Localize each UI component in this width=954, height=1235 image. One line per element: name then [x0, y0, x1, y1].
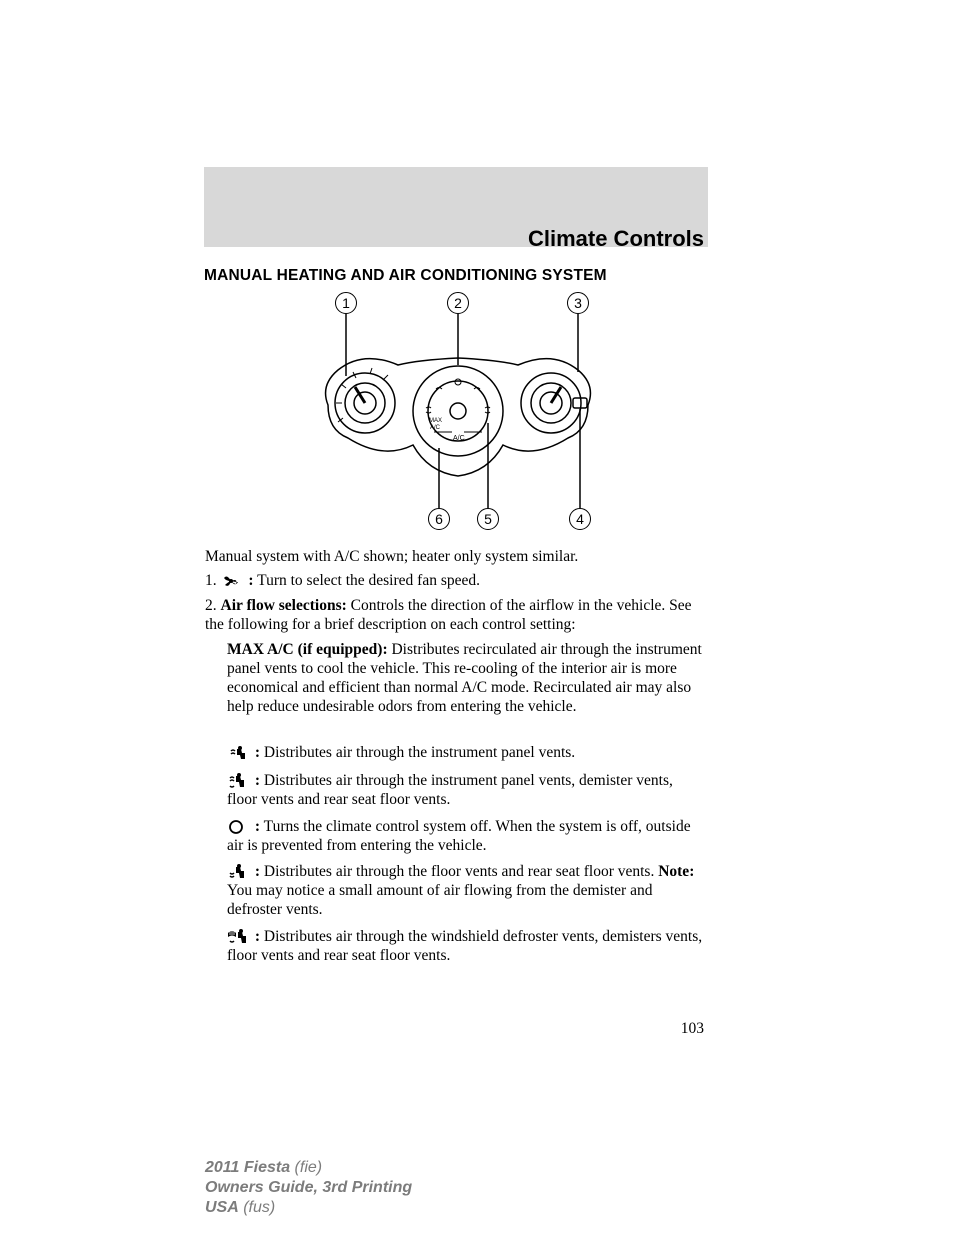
setting-defrost: : Distributes air through the windshield…	[227, 928, 705, 966]
panel-floor-vent-icon	[227, 773, 249, 789]
floor-vent-icon	[227, 864, 249, 880]
off-text: Turns the climate control system off. Wh…	[227, 818, 691, 854]
chapter-title: Climate Controls	[528, 226, 704, 252]
section-heading: MANUAL HEATING AND AIR CONDITIONING SYST…	[204, 267, 607, 285]
climate-control-diagram: MAX A/C A/C 1 2 3 4 5 6	[308, 290, 608, 534]
footer: 2011 Fiesta (fie) Owners Guide, 3rd Prin…	[205, 1158, 412, 1218]
item-2-bold: Air flow selections:	[221, 597, 347, 614]
panel-text: Distributes air through the instrument p…	[264, 744, 575, 761]
svg-text:MAX: MAX	[429, 418, 442, 424]
item-2-prefix: 2.	[205, 597, 217, 614]
setting-off: : Turns the climate control system off. …	[227, 818, 705, 856]
climate-panel-svg: MAX A/C A/C	[308, 290, 608, 534]
callout-4: 4	[569, 508, 591, 530]
footer-region-code: (fus)	[239, 1199, 275, 1216]
off-circle-icon	[227, 819, 249, 835]
callout-2: 2	[447, 292, 469, 314]
callout-3: 3	[567, 292, 589, 314]
floor-note-bold: Note:	[658, 863, 694, 880]
callout-6: 6	[428, 508, 450, 530]
floor-note-text: You may notice a small amount of air flo…	[227, 882, 652, 918]
setting-max-ac: MAX A/C (if equipped): Distributes recir…	[227, 641, 705, 717]
diagram-caption: Manual system with A/C shown; heater onl…	[205, 548, 705, 567]
svg-text:A/C: A/C	[453, 435, 465, 442]
panel-vent-icon	[227, 745, 249, 761]
setting-panel-floor: : Distributes air through the instrument…	[227, 772, 705, 810]
callout-1: 1	[335, 292, 357, 314]
defrost-text: Distributes air through the windshield d…	[227, 928, 702, 964]
floor-prefix: Distributes air through the floor vents …	[264, 863, 658, 880]
footer-model-code: (fie)	[290, 1159, 322, 1176]
defrost-floor-icon	[227, 929, 249, 945]
callout-5: 5	[477, 508, 499, 530]
footer-region: USA	[205, 1199, 239, 1216]
max-ac-bold: MAX A/C (if equipped):	[227, 641, 388, 658]
item-1-text: Turn to select the desired fan speed.	[257, 572, 480, 589]
item-1-prefix: 1.	[205, 572, 217, 589]
panel-floor-text: Distributes air through the instrument p…	[227, 772, 673, 808]
svg-text:A/C: A/C	[430, 425, 441, 431]
footer-guide: Owners Guide, 3rd Printing	[205, 1178, 412, 1198]
setting-panel: : Distributes air through the instrument…	[227, 744, 705, 763]
item-2: 2. Air flow selections: Controls the dir…	[205, 597, 705, 635]
fan-icon	[221, 573, 243, 589]
page-number: 103	[681, 1020, 704, 1038]
setting-floor: : Distributes air through the floor vent…	[227, 863, 705, 920]
item-1: 1. : Turn to select the desired fan spee…	[205, 572, 705, 591]
footer-model: 2011 Fiesta	[205, 1159, 290, 1176]
